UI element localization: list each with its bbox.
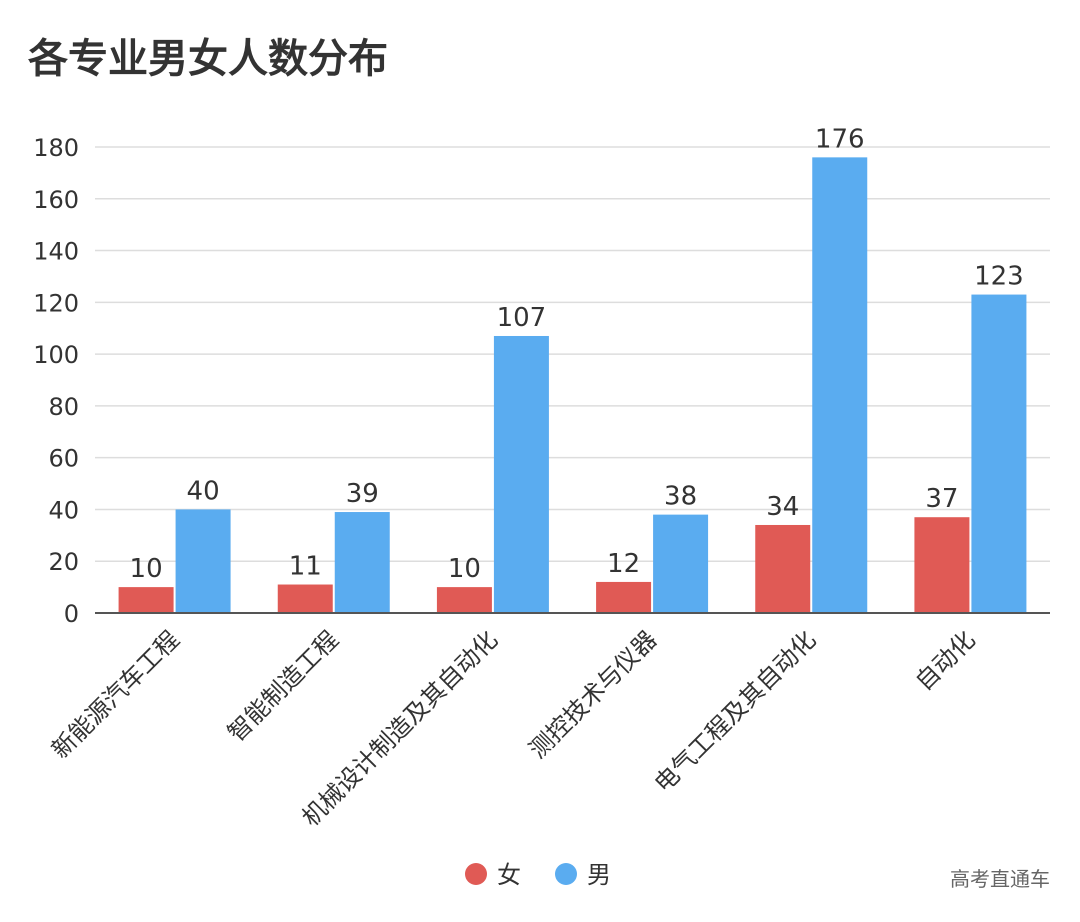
legend-label: 女 [497, 861, 521, 889]
legend-marker [465, 863, 487, 885]
data-label: 39 [346, 479, 379, 509]
x-tick-label: 智能制造工程 [222, 625, 344, 747]
y-tick-label: 80 [48, 393, 79, 421]
data-label: 107 [497, 303, 547, 333]
y-tick-label: 40 [48, 496, 79, 524]
x-tick-label: 测控技术与仪器 [524, 625, 663, 764]
bar [812, 157, 868, 613]
x-tick-label: 电气工程及其自动化 [649, 625, 822, 798]
bar [334, 512, 390, 613]
bar [596, 581, 652, 613]
bar [653, 514, 709, 613]
bar [755, 524, 811, 613]
x-tick-label: 新能源汽车工程 [46, 625, 185, 764]
y-tick-label: 180 [33, 134, 79, 162]
chart-title: 各专业男女人数分布 [28, 36, 388, 82]
y-tick-label: 160 [33, 186, 79, 214]
bar [493, 335, 549, 613]
y-tick-label: 60 [48, 445, 79, 473]
data-label: 40 [187, 476, 220, 506]
data-label: 37 [925, 484, 958, 514]
bar [175, 509, 231, 613]
y-tick-label: 120 [33, 289, 79, 317]
data-label: 176 [815, 124, 865, 154]
y-tick-label: 20 [48, 548, 79, 576]
legend-label: 男 [587, 861, 611, 889]
data-label: 10 [448, 554, 481, 584]
bar [436, 587, 492, 613]
bar [118, 587, 174, 613]
y-tick-label: 0 [64, 600, 79, 628]
bar [277, 584, 333, 613]
y-tick-label: 140 [33, 238, 79, 266]
y-tick-label: 100 [33, 341, 79, 369]
legend-marker [555, 863, 577, 885]
bar [914, 517, 970, 613]
data-label: 11 [289, 552, 322, 582]
data-label: 123 [974, 262, 1024, 292]
bar [971, 294, 1027, 613]
data-label: 10 [130, 554, 163, 584]
data-label: 12 [607, 549, 640, 579]
source: 高考直通车 [950, 867, 1050, 891]
data-label: 34 [766, 492, 799, 522]
data-label: 38 [664, 482, 697, 512]
x-tick-label: 自动化 [910, 625, 981, 696]
